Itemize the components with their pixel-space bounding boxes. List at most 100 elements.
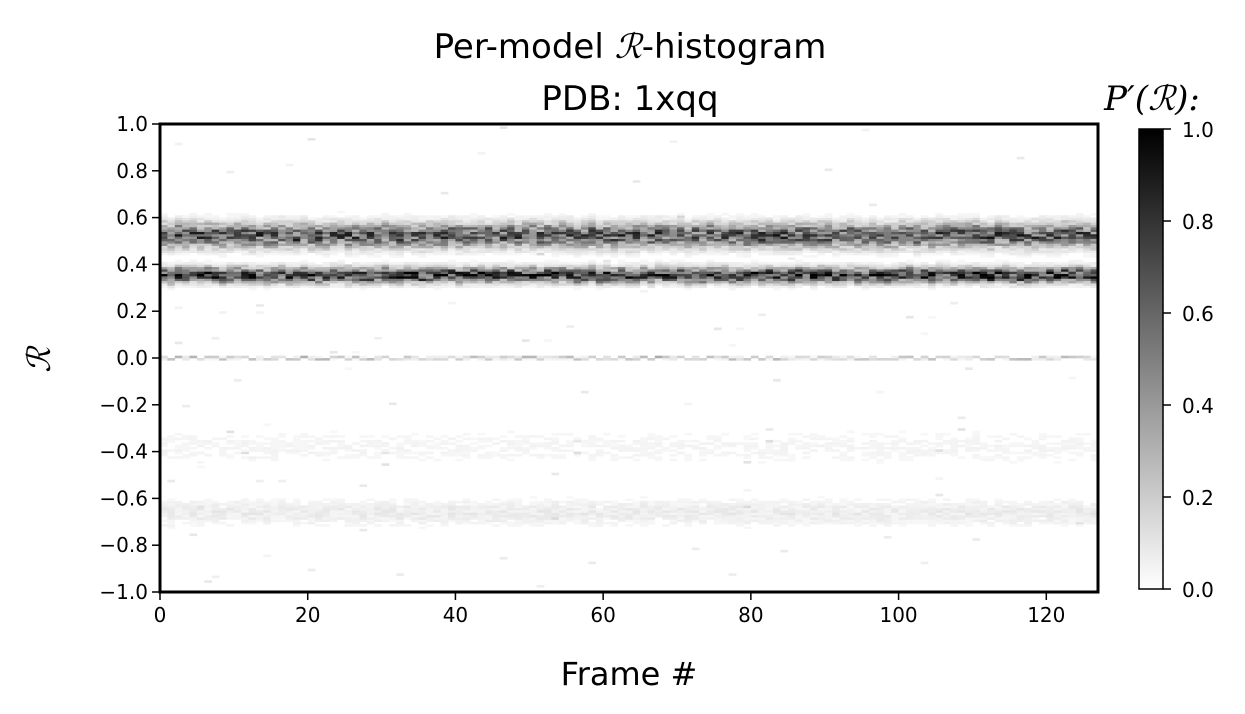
heatmap-cell bbox=[196, 229, 205, 232]
heatmap-cell bbox=[566, 252, 574, 256]
heatmap-cell bbox=[595, 507, 604, 511]
heatmap-cell bbox=[499, 241, 508, 244]
heatmap-cell bbox=[765, 507, 774, 511]
heatmap-cell bbox=[588, 241, 597, 244]
heatmap-cell bbox=[861, 252, 870, 256]
heatmap-cell bbox=[241, 519, 249, 523]
heatmap-cell bbox=[329, 224, 338, 228]
heatmap-cell bbox=[278, 500, 286, 504]
heatmap-cell bbox=[329, 241, 338, 244]
heatmap-cell bbox=[913, 243, 922, 246]
heatmap-cell bbox=[233, 250, 242, 253]
heatmap-cell bbox=[625, 248, 633, 251]
heatmap-cell bbox=[588, 503, 597, 506]
heatmap-cell bbox=[359, 507, 368, 511]
heatmap-cell bbox=[492, 524, 501, 527]
heatmap-cell bbox=[765, 273, 774, 277]
heatmap-cell bbox=[329, 517, 338, 520]
heatmap-cell bbox=[795, 226, 803, 230]
heatmap-cell bbox=[248, 273, 257, 277]
heatmap-cell bbox=[573, 287, 582, 291]
heatmap-cell bbox=[285, 358, 294, 361]
heatmap-cell bbox=[160, 355, 168, 359]
heatmap-cell bbox=[632, 238, 641, 242]
heatmap-cell bbox=[174, 283, 183, 286]
heatmap-cell bbox=[758, 517, 766, 520]
heatmap-cell bbox=[728, 514, 737, 518]
heatmap-cell bbox=[677, 259, 685, 263]
heatmap-cell bbox=[662, 449, 670, 452]
heatmap-cell bbox=[344, 278, 353, 282]
heatmap-cell bbox=[204, 500, 212, 504]
heatmap-cell bbox=[529, 435, 537, 438]
heatmap-cell bbox=[529, 507, 537, 511]
heatmap-cell bbox=[610, 243, 619, 246]
heatmap-cell bbox=[484, 266, 493, 270]
heatmap-cell bbox=[617, 231, 626, 235]
heatmap-cell bbox=[263, 245, 272, 249]
heatmap-cell bbox=[750, 276, 759, 279]
heatmap-cell bbox=[706, 259, 715, 263]
heatmap-cell bbox=[529, 215, 537, 218]
heatmap-cell bbox=[256, 248, 264, 251]
heatmap-cell bbox=[514, 219, 523, 223]
heatmap-cell bbox=[647, 507, 656, 511]
heatmap-cell bbox=[536, 444, 545, 448]
heatmap-cell bbox=[883, 252, 892, 256]
heatmap-cell bbox=[433, 512, 441, 516]
heatmap-cell bbox=[189, 248, 198, 251]
heatmap-cell bbox=[381, 241, 390, 244]
heatmap-cell bbox=[684, 252, 693, 256]
heatmap-cell bbox=[765, 503, 774, 506]
heatmap-cell bbox=[285, 236, 294, 239]
heatmap-cell bbox=[920, 243, 929, 246]
heatmap-cell bbox=[521, 339, 530, 342]
heatmap-cell bbox=[625, 512, 633, 516]
heatmap-cell bbox=[684, 273, 693, 277]
heatmap-cell bbox=[736, 233, 744, 237]
heatmap-cell bbox=[403, 264, 412, 268]
heatmap-cell bbox=[204, 453, 212, 457]
heatmap-cell bbox=[942, 514, 951, 518]
heatmap-cell bbox=[773, 215, 781, 218]
heatmap-cell bbox=[241, 245, 249, 249]
heatmap-cell bbox=[898, 446, 907, 450]
heatmap-cell bbox=[706, 248, 715, 251]
heatmap-cell bbox=[492, 250, 501, 253]
heatmap-cell bbox=[942, 224, 951, 228]
heatmap-cell bbox=[233, 514, 242, 518]
heatmap-cell bbox=[167, 521, 176, 525]
heatmap-cell bbox=[403, 512, 412, 516]
heatmap-cell bbox=[787, 439, 796, 443]
heatmap-cell bbox=[300, 238, 309, 242]
heatmap-cell bbox=[669, 500, 678, 504]
heatmap-cell bbox=[344, 236, 353, 239]
heatmap-cell bbox=[832, 358, 840, 361]
heatmap-cell bbox=[499, 236, 508, 239]
heatmap-cell bbox=[566, 233, 574, 237]
heatmap-cell bbox=[854, 264, 862, 268]
heatmap-cell bbox=[292, 231, 301, 235]
heatmap-cell bbox=[433, 236, 441, 239]
heatmap-cell bbox=[411, 269, 419, 272]
heatmap-cell bbox=[455, 219, 464, 223]
heatmap-cell bbox=[603, 217, 611, 221]
heatmap-cell bbox=[669, 435, 678, 438]
heatmap-cell bbox=[854, 273, 862, 277]
heatmap-cell bbox=[802, 224, 811, 228]
heatmap-cell bbox=[610, 271, 619, 275]
heatmap-cell bbox=[551, 255, 560, 258]
heatmap-cell bbox=[322, 229, 331, 232]
heatmap-cell bbox=[374, 500, 382, 504]
heatmap-cell bbox=[285, 248, 294, 251]
heatmap-cell bbox=[418, 233, 427, 237]
heatmap-cell bbox=[869, 280, 877, 284]
heatmap-cell bbox=[307, 519, 316, 523]
heatmap-cell bbox=[891, 449, 899, 452]
heatmap-cell bbox=[307, 231, 316, 235]
heatmap-cell bbox=[256, 243, 264, 246]
heatmap-cell bbox=[492, 269, 501, 272]
heatmap-cell bbox=[263, 451, 272, 455]
heatmap-cell bbox=[625, 236, 633, 239]
heatmap-cell bbox=[795, 224, 803, 228]
